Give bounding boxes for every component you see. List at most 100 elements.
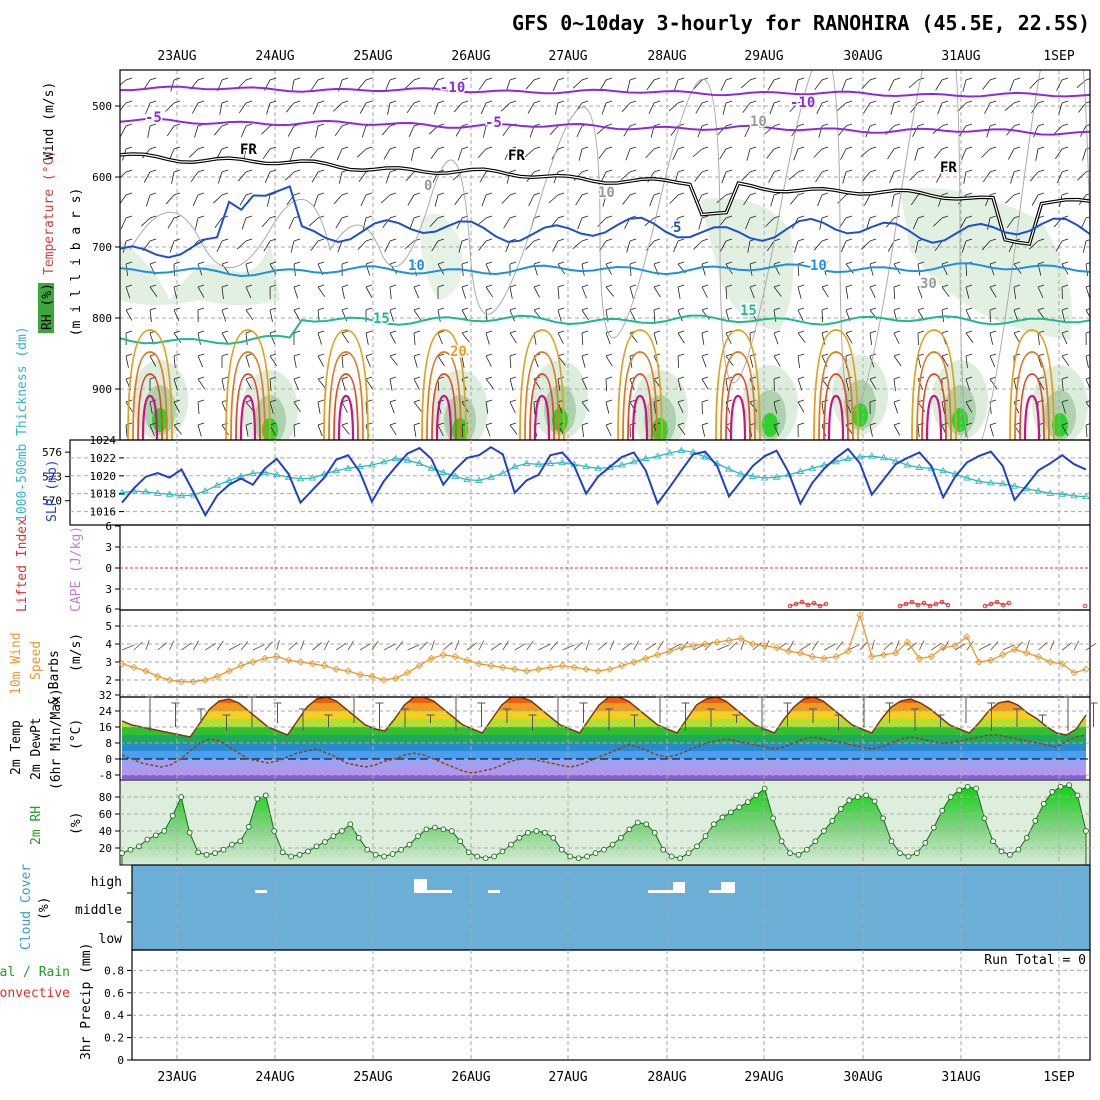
wind-barb-flag — [365, 422, 373, 426]
wind-barb — [269, 309, 273, 322]
wind-barb-flag — [917, 330, 925, 334]
wind-barb-flag — [1037, 376, 1045, 380]
wind10-barb — [228, 643, 241, 651]
wind10-frame — [119, 609, 1091, 698]
wind-barb-flag — [989, 215, 997, 219]
thickness-marker — [867, 452, 876, 459]
wind-barb-flag — [1013, 123, 1021, 127]
wind-barb-flag — [653, 238, 661, 242]
wind-barb-flag — [437, 330, 445, 334]
wind-barb — [623, 125, 631, 137]
wind-barb — [524, 148, 535, 158]
wind-barb-flag — [605, 353, 613, 357]
wind-barb-flag — [773, 399, 781, 403]
wind-barb-flag — [173, 123, 181, 127]
tick-label: 5 — [105, 620, 112, 633]
thickness-marker — [939, 466, 947, 474]
wind-barb-flag — [845, 353, 853, 357]
wind-barb-flag — [989, 123, 997, 127]
wind-barb — [173, 332, 182, 344]
contour-label: 10 — [750, 114, 767, 130]
wind-barb — [989, 286, 997, 298]
contour-label: 15 — [373, 311, 390, 327]
wind-barb — [557, 286, 560, 299]
wind-barb — [525, 240, 535, 250]
wind-barb — [1085, 263, 1089, 276]
wind-barb — [125, 286, 131, 299]
wind-barb-flag — [821, 77, 829, 81]
wind-barb-flag — [581, 422, 589, 426]
wind-barb — [1035, 148, 1039, 161]
wind-barb-flag — [965, 307, 973, 311]
wind-barb — [365, 332, 369, 345]
wind-barb — [816, 102, 823, 114]
wind-barb — [917, 263, 921, 276]
wind-speed-marker — [927, 652, 935, 661]
wind-barb — [893, 286, 896, 300]
temp-band — [122, 751, 1086, 759]
rh-marker — [245, 823, 252, 830]
wind-barb-flag — [1037, 100, 1045, 104]
wind-barb — [293, 378, 299, 391]
wind-barb-flag — [845, 330, 853, 334]
wind-barb — [528, 194, 535, 206]
wind-barb-flag — [725, 284, 733, 288]
wind-barb — [965, 355, 968, 368]
wind-barb-flag — [317, 399, 325, 403]
wind-barb-flag — [173, 146, 181, 150]
wind-barb-flag — [245, 215, 253, 219]
rh-marker — [229, 841, 235, 848]
thickness-marker — [1082, 492, 1090, 500]
rh-marker — [998, 848, 1005, 855]
rh-marker — [440, 826, 447, 833]
wind-barb-flag — [461, 77, 469, 81]
wind-barb — [478, 79, 487, 91]
wind-barb-flag — [773, 330, 781, 334]
thickness-markers — [118, 446, 1090, 500]
wind-barb-flag — [461, 100, 469, 104]
wind-barb-flag — [677, 307, 685, 311]
wind10-barb — [585, 640, 590, 651]
wind-barb — [912, 125, 919, 137]
wind-barb — [389, 401, 395, 414]
wind-barb-flag — [149, 261, 157, 265]
warm-contour — [916, 351, 952, 440]
wind-speed-marker — [344, 667, 352, 675]
wind-barb-flag — [365, 353, 373, 357]
wind-barb-flag — [965, 399, 973, 403]
thickness-marker — [737, 470, 745, 477]
wind-barb-flag — [941, 192, 949, 196]
wind-barb-flag — [1037, 284, 1045, 288]
wind-barb-flag — [965, 169, 973, 173]
wind-barb — [602, 194, 607, 207]
rh-marker — [508, 841, 514, 848]
wind-barb-flag — [149, 169, 157, 173]
wind-barb-flag — [413, 353, 421, 357]
wind-barb — [165, 194, 175, 205]
warm-contour — [1009, 329, 1055, 440]
wind-barb-flag — [197, 192, 205, 196]
wind-barb — [917, 355, 922, 368]
wind-barb — [1061, 378, 1064, 391]
wind-barb — [333, 194, 343, 205]
wind-barb-flag — [773, 307, 781, 311]
wind-barb-flag — [605, 169, 613, 173]
wind-barb — [677, 355, 680, 369]
rh-marker — [398, 846, 404, 853]
wind-speed-marker — [582, 665, 590, 673]
wind-barb-flag — [221, 238, 229, 242]
wind10-barb — [573, 641, 583, 651]
wind-barb-flag — [725, 77, 733, 81]
wind-barb-flag — [365, 261, 373, 265]
wind-barb-flag — [509, 215, 517, 219]
wind-barb — [698, 217, 703, 230]
wind-barb-flag — [629, 307, 637, 311]
wind10-barb — [978, 643, 991, 651]
rh-marker — [330, 833, 337, 839]
wind-barb-flag — [725, 261, 733, 265]
rh-marker — [533, 828, 540, 834]
wind-barb-flag — [149, 77, 157, 81]
wind-barb-flag — [1061, 169, 1069, 173]
